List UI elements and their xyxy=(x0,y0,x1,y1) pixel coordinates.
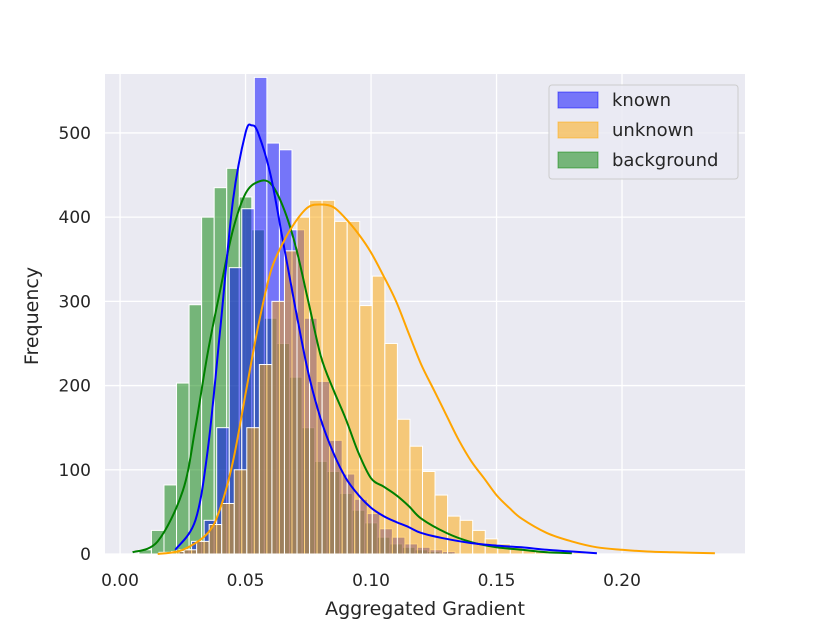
kde-line-known xyxy=(174,123,597,555)
legend-label-known: known xyxy=(612,90,671,111)
bar-unknown xyxy=(296,216,311,555)
bar-unknown xyxy=(309,199,323,555)
bar-unknown xyxy=(183,549,198,555)
legend-swatch-background xyxy=(557,151,599,169)
bar-unknown xyxy=(334,220,348,555)
x-tick-label: 0.10 xyxy=(352,571,390,591)
legend-swatch-known xyxy=(557,91,599,109)
bar-unknown xyxy=(421,470,436,555)
x-axis-ticks: 0.00 0.05 0.10 0.15 0.20 xyxy=(101,571,641,591)
bar-unknown xyxy=(359,305,373,555)
x-axis-label: Aggregated Gradient xyxy=(325,598,525,620)
bar-unknown xyxy=(409,445,423,555)
bar-unknown xyxy=(196,540,210,555)
x-tick-label: 0.00 xyxy=(101,571,139,591)
bar-background xyxy=(201,216,215,555)
bar-unknown xyxy=(459,519,474,555)
kde-line-unknown xyxy=(157,203,715,555)
x-tick-label: 0.20 xyxy=(603,571,641,591)
y-axis-ticks: 0 100 200 300 400 500 xyxy=(59,124,91,565)
y-tick-label: 100 xyxy=(59,461,91,481)
y-axis-label: Frequency xyxy=(21,267,43,365)
x-tick-label: 0.15 xyxy=(478,571,516,591)
bar-unknown xyxy=(258,364,273,555)
bar-background xyxy=(176,382,190,555)
x-tick-label: 0.05 xyxy=(227,571,265,591)
y-tick-label: 300 xyxy=(59,292,91,312)
y-tick-label: 400 xyxy=(59,208,91,228)
bar-unknown xyxy=(396,418,411,555)
bar-unknown xyxy=(233,469,248,555)
bar-unknown xyxy=(283,250,298,555)
legend-label-background: background xyxy=(612,150,718,171)
y-tick-label: 0 xyxy=(80,545,91,565)
kde-line-background xyxy=(132,179,572,555)
legend: known unknown background xyxy=(548,84,739,180)
bar-unknown xyxy=(221,502,235,555)
bar-unknown xyxy=(434,494,449,555)
bar-unknown xyxy=(246,427,260,555)
kde-curves xyxy=(132,123,715,555)
y-tick-label: 200 xyxy=(59,377,91,397)
bar-unknown xyxy=(271,300,285,555)
legend-label-unknown: unknown xyxy=(612,120,694,141)
y-tick-label: 500 xyxy=(59,124,91,144)
legend-swatch-unknown xyxy=(557,121,599,139)
bar-unknown xyxy=(346,220,361,555)
